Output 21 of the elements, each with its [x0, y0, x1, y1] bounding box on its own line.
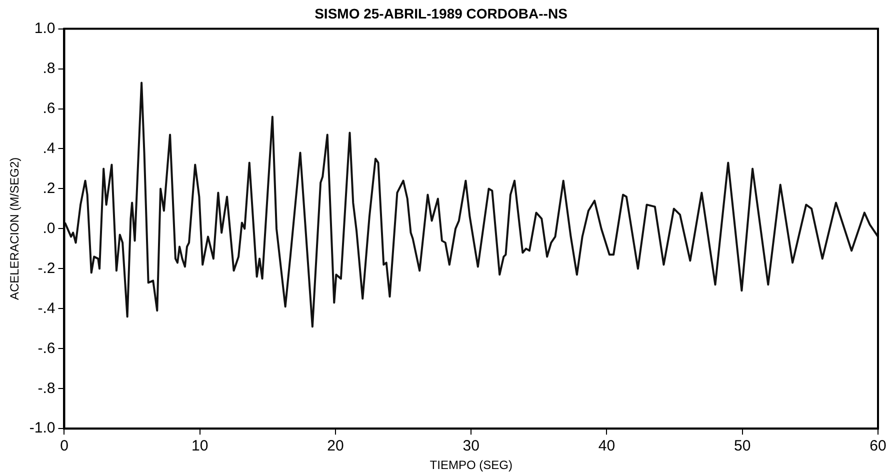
x-tick-label: 0	[60, 438, 68, 455]
x-tick-label: 30	[462, 438, 480, 455]
y-tick-label: .2	[42, 180, 56, 197]
y-tick-label: .8	[42, 60, 56, 77]
chart-title: SISMO 25-ABRIL-1989 CORDOBA--NS	[314, 5, 568, 22]
y-tick-label: -.4	[38, 300, 56, 317]
y-tick-label: .6	[42, 100, 56, 117]
x-tick-label: 60	[870, 438, 886, 455]
y-tick-label: -1.0	[29, 420, 56, 437]
y-tick-label: .4	[42, 140, 56, 157]
y-tick-label: -.8	[38, 380, 56, 397]
y-tick-label: -.2	[38, 260, 56, 277]
y-tick-label: 1.0	[34, 20, 56, 37]
x-tick-label: 10	[192, 438, 208, 455]
x-tick-label: 50	[734, 438, 751, 455]
x-axis-title: TIEMPO (SEG)	[430, 458, 512, 472]
y-tick-label: .0	[42, 220, 56, 237]
y-axis-title: ACELERACION (M/SEG2)	[8, 157, 22, 300]
x-tick-label: 40	[598, 438, 616, 455]
y-tick-label: -.6	[38, 340, 56, 357]
x-tick-label: 20	[327, 438, 344, 455]
